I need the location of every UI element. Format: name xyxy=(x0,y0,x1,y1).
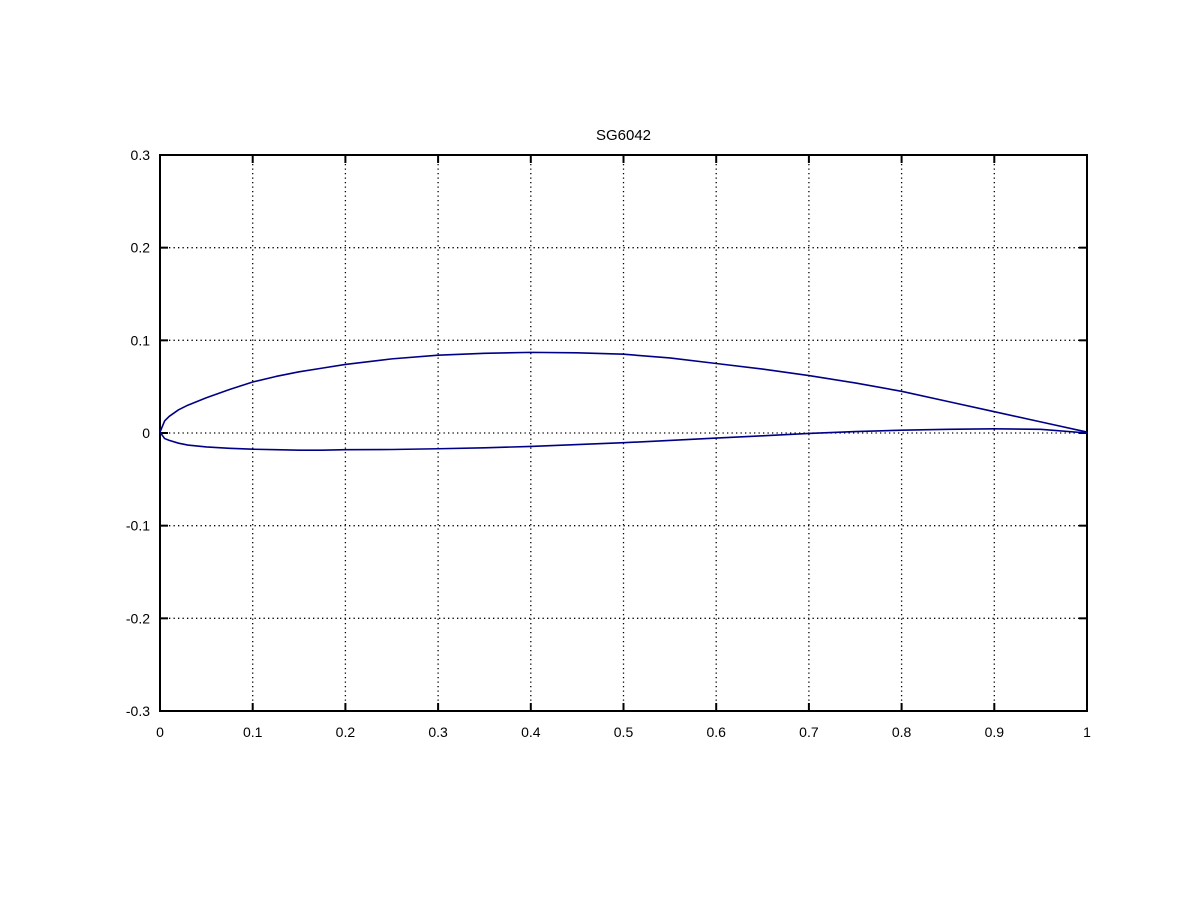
x-tick-label: 0.1 xyxy=(243,724,263,740)
x-tick-label: 0.2 xyxy=(336,724,356,740)
x-tick-label: 0.6 xyxy=(706,724,726,740)
x-tick-label: 0.7 xyxy=(799,724,819,740)
y-tick-label: 0 xyxy=(142,425,150,441)
airfoil-curve xyxy=(159,351,1088,451)
y-tick-label: 0.2 xyxy=(131,240,151,256)
x-tick-label: 0.8 xyxy=(892,724,912,740)
x-tick-label: 0.5 xyxy=(614,724,634,740)
plot-title: SG6042 xyxy=(596,127,651,144)
axis-ticks xyxy=(159,154,1088,712)
x-tick-label: 0 xyxy=(156,724,164,740)
y-tick-label: 0.1 xyxy=(131,332,151,348)
airfoil-outline xyxy=(159,351,1088,451)
grid-lines xyxy=(160,155,1087,711)
x-tick-label: 0.4 xyxy=(521,724,541,740)
tick-labels: 0 0.1 0.2 0.3 0.4 0.5 0.6 0.7 0.8 0.9 10.30.20.10-… xyxy=(126,147,1091,740)
y-tick-label: -0.2 xyxy=(126,610,150,626)
y-tick-label: -0.3 xyxy=(126,703,150,719)
x-tick-label: 1 xyxy=(1083,724,1091,740)
x-tick-label: 0.3 xyxy=(428,724,448,740)
y-tick-label: -0.1 xyxy=(126,518,150,534)
y-tick-label: 0.3 xyxy=(131,147,151,163)
x-tick-label: 0.9 xyxy=(985,724,1005,740)
